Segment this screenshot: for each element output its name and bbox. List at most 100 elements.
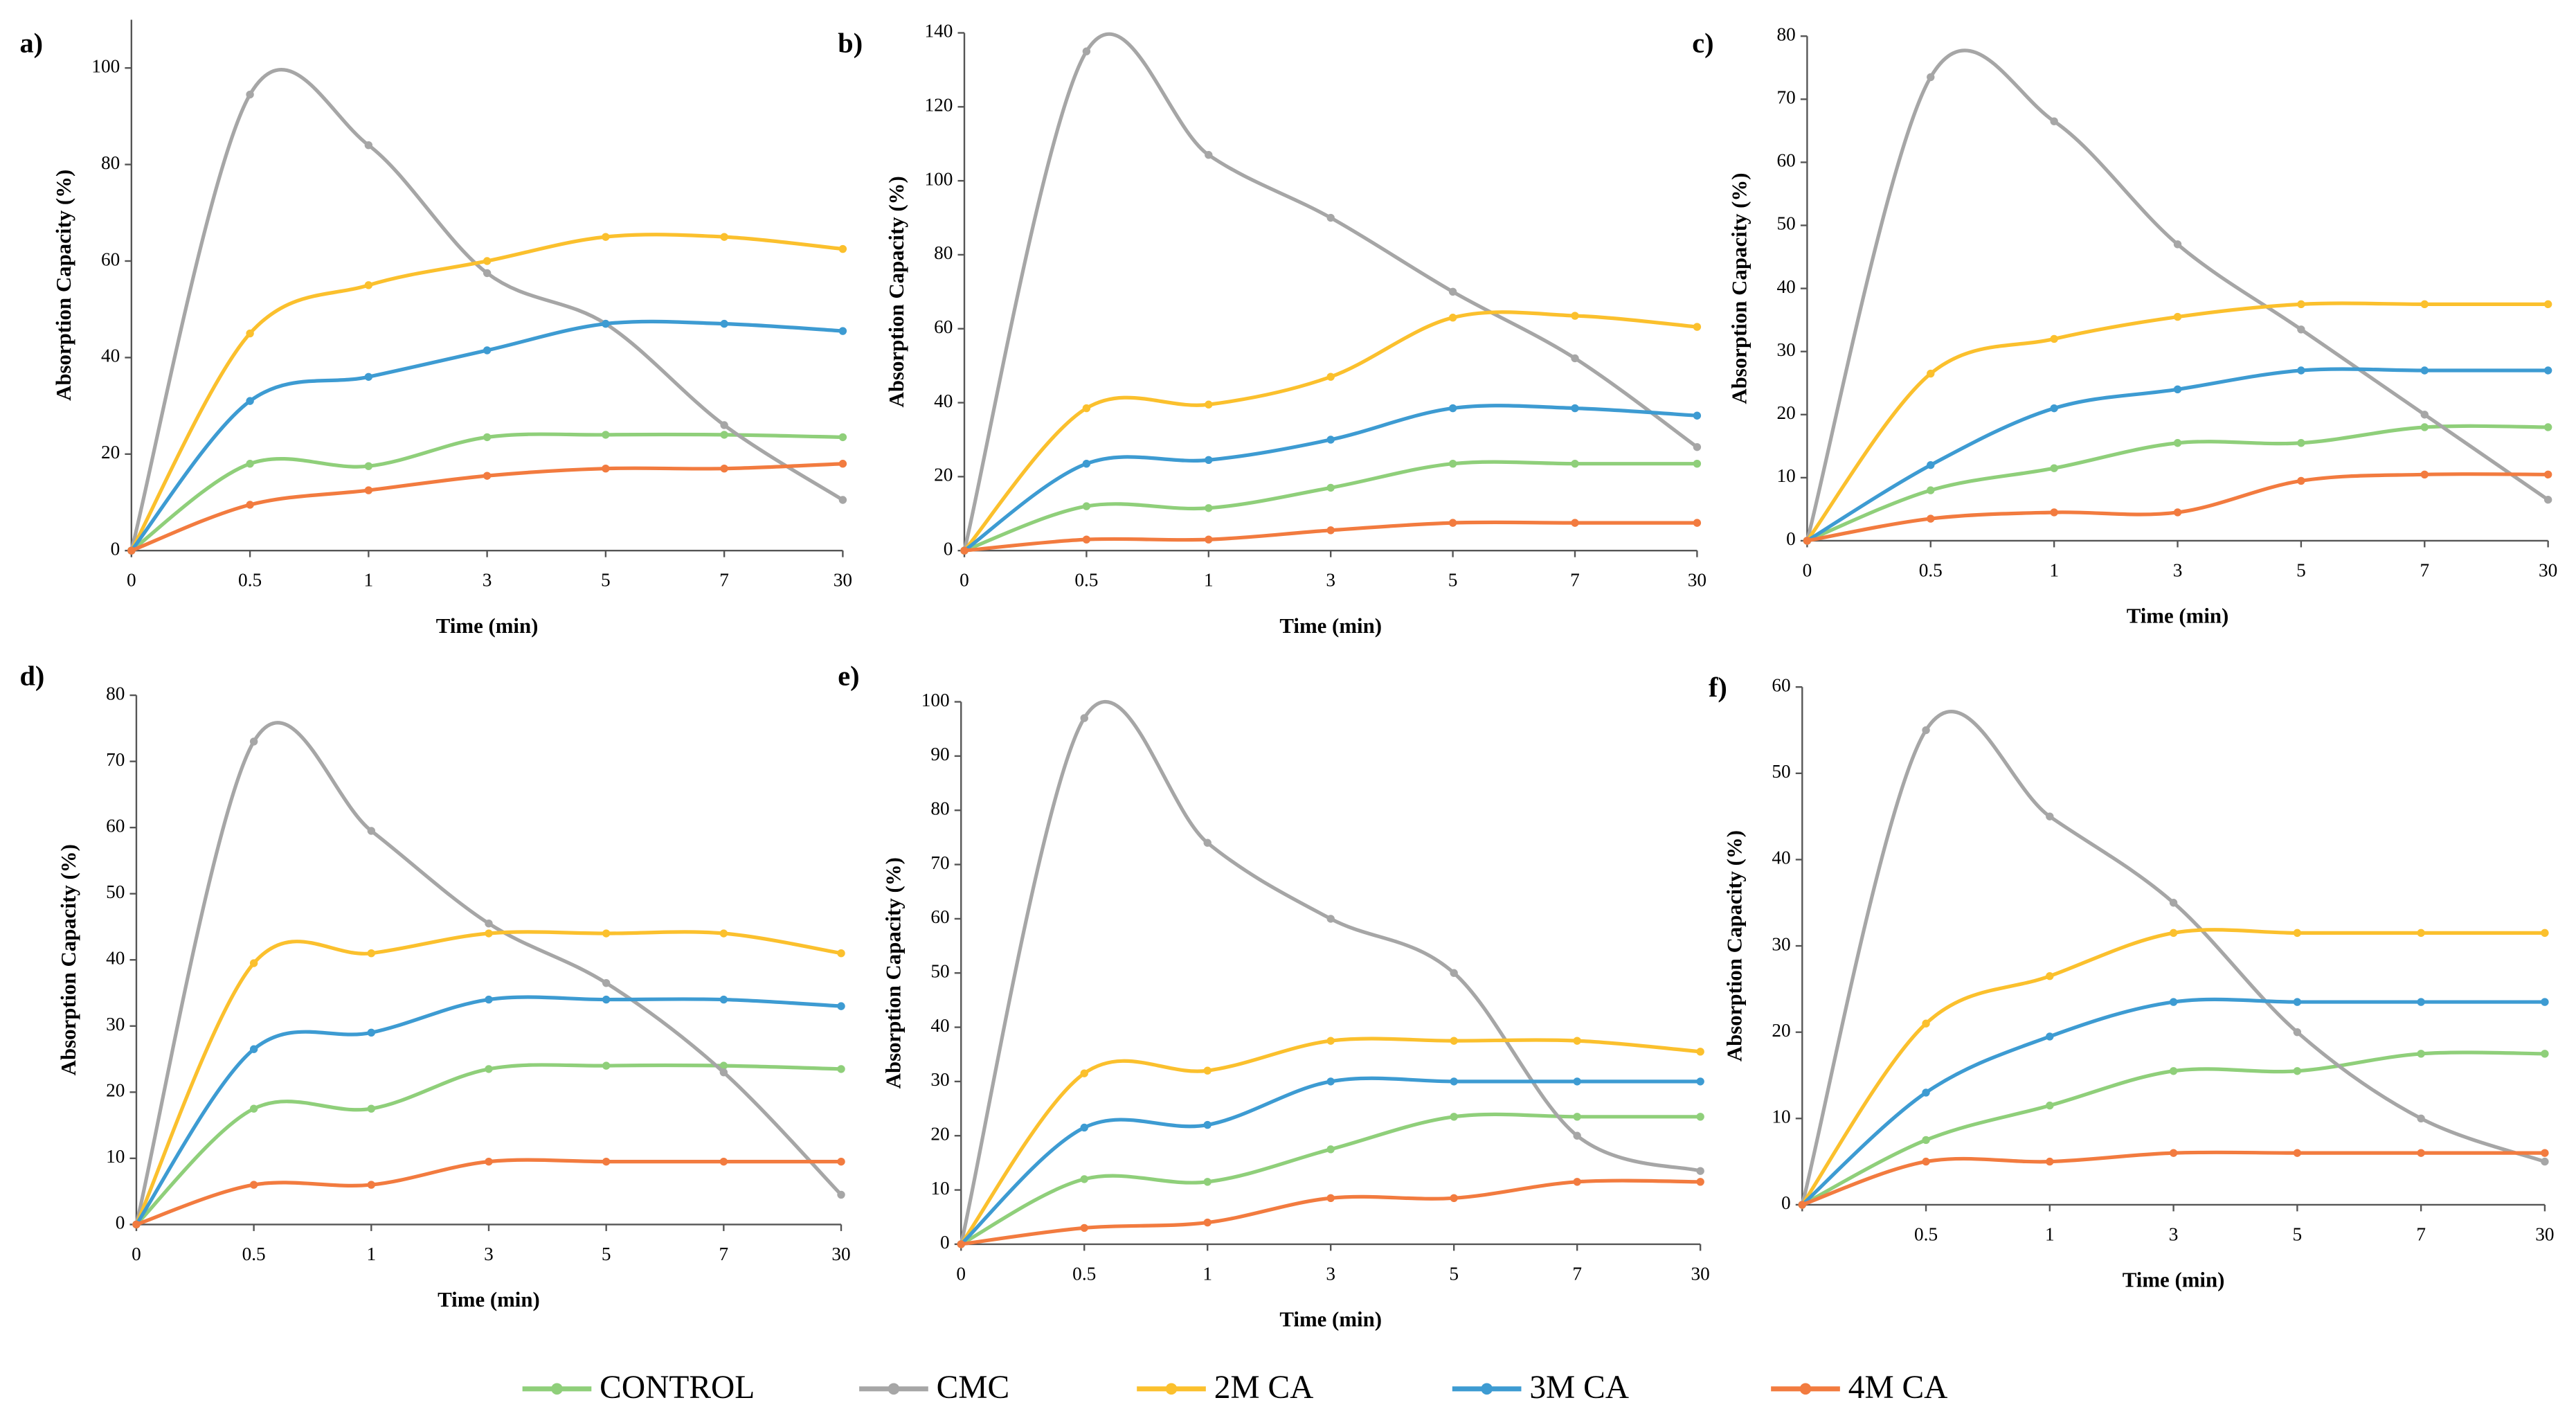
legend-label: 3M CA — [1529, 1370, 1629, 1406]
data-point — [1573, 1077, 1581, 1086]
x-axis-title: Time (min) — [1279, 1308, 1382, 1332]
data-point — [2050, 404, 2058, 413]
y-tick-label: 20 — [106, 1080, 125, 1101]
series-line — [964, 460, 1697, 553]
series-line — [1805, 48, 2550, 541]
x-tick-label: 1 — [2049, 559, 2059, 580]
legend-label: CMC — [937, 1370, 1009, 1406]
y-tick-label: 20 — [101, 442, 120, 463]
x-tick-label: 0 — [127, 570, 136, 591]
y-tick-label: 40 — [930, 1015, 949, 1036]
data-point — [2169, 929, 2178, 938]
series-line — [1800, 710, 2546, 1206]
data-point — [837, 1157, 845, 1166]
data-point — [1450, 1037, 1458, 1045]
data-point — [2543, 423, 2552, 431]
y-tick-label: 120 — [924, 95, 953, 116]
y-tick-label: 80 — [101, 152, 120, 173]
x-tick-label: 30 — [1688, 570, 1706, 591]
panel: d) 0 10 20 30 40 50 60 70 80 0 0.5 1 3 5 7 30 Time (min) A… — [19, 661, 850, 1311]
legend-marker — [888, 1383, 900, 1395]
data-point — [1082, 459, 1091, 468]
y-tick-label: 30 — [106, 1014, 125, 1034]
x-tick-label: 0.5 — [1919, 559, 1943, 580]
data-point — [602, 1157, 611, 1166]
x-axis-title: Time (min) — [2127, 604, 2229, 628]
data-point — [1927, 369, 1935, 378]
x-tick-label: 5 — [1448, 570, 1458, 591]
data-point — [367, 1104, 376, 1113]
y-tick-label: 0 — [944, 538, 953, 559]
data-point — [720, 421, 728, 429]
data-point — [1448, 287, 1457, 296]
data-point — [602, 978, 611, 987]
data-point — [1922, 1136, 1930, 1145]
y-tick-label: 70 — [930, 852, 949, 873]
data-point — [1571, 404, 1579, 413]
y-tick-label: 50 — [106, 881, 125, 902]
panel-label: c) — [1692, 28, 1713, 59]
data-point — [1205, 151, 1213, 159]
y-tick-label: 0 — [116, 1212, 125, 1233]
data-point — [2169, 1149, 2178, 1157]
y-tick-label: 60 — [1772, 674, 1790, 695]
data-point — [1080, 1224, 1088, 1233]
data-point — [2297, 439, 2305, 447]
data-point — [1448, 459, 1457, 468]
y-tick-label: 40 — [1772, 848, 1790, 868]
panel-label: a) — [19, 28, 43, 59]
data-point — [1203, 1120, 1212, 1129]
legend-marker — [1799, 1383, 1812, 1395]
data-point — [719, 1157, 728, 1166]
data-point — [2046, 812, 2054, 821]
x-tick-label: 3 — [2173, 559, 2183, 580]
y-tick-label: 0 — [940, 1232, 950, 1253]
data-point — [364, 486, 373, 494]
data-point — [367, 949, 376, 958]
y-axis-title: Absorption Capacity (%) — [1722, 830, 1746, 1061]
y-tick-label: 60 — [101, 249, 120, 269]
series-line — [130, 432, 843, 553]
data-point — [2543, 470, 2552, 478]
data-point — [1571, 519, 1579, 527]
data-point — [1927, 514, 1935, 523]
x-tick-label: 30 — [831, 1244, 850, 1264]
legend-marker — [551, 1383, 563, 1395]
data-point — [1205, 456, 1213, 465]
y-tick-label: 50 — [1777, 213, 1796, 234]
legend-marker — [1481, 1383, 1493, 1395]
series-line — [129, 233, 843, 552]
data-point — [485, 919, 493, 928]
x-tick-label: 0 — [1803, 559, 1812, 580]
data-point — [1326, 436, 1335, 444]
y-tick-label: 30 — [1777, 339, 1796, 360]
x-tick-label: 30 — [834, 570, 852, 591]
data-point — [2420, 423, 2429, 431]
data-point — [246, 90, 254, 99]
data-point — [719, 1061, 728, 1070]
y-tick-label: 0 — [111, 538, 120, 559]
data-point — [1693, 442, 1702, 451]
x-tick-label: 1 — [366, 1244, 376, 1264]
data-point — [602, 319, 610, 328]
data-point — [602, 233, 610, 241]
data-point — [2543, 366, 2552, 375]
y-tick-label: 40 — [106, 948, 125, 969]
panel: a) 0 20 40 60 80 100 0 0.5 1 3 5 7 30 Time (min) Absorp… — [19, 19, 852, 638]
data-point — [2297, 325, 2305, 334]
data-point — [719, 995, 728, 1004]
data-point — [602, 465, 610, 473]
data-point — [485, 995, 493, 1004]
x-tick-label: 1 — [1203, 1263, 1212, 1284]
series-line — [134, 721, 843, 1226]
x-tick-label: 0.5 — [1914, 1224, 1938, 1244]
y-tick-label: 80 — [934, 242, 953, 263]
series-line — [136, 1158, 842, 1226]
y-tick-label: 30 — [1772, 933, 1790, 954]
legend-item: 2M CA — [1137, 1370, 1313, 1406]
series-line — [959, 700, 1701, 1245]
data-point — [1082, 47, 1091, 55]
data-point — [1798, 1201, 1806, 1209]
data-point — [1448, 314, 1457, 322]
